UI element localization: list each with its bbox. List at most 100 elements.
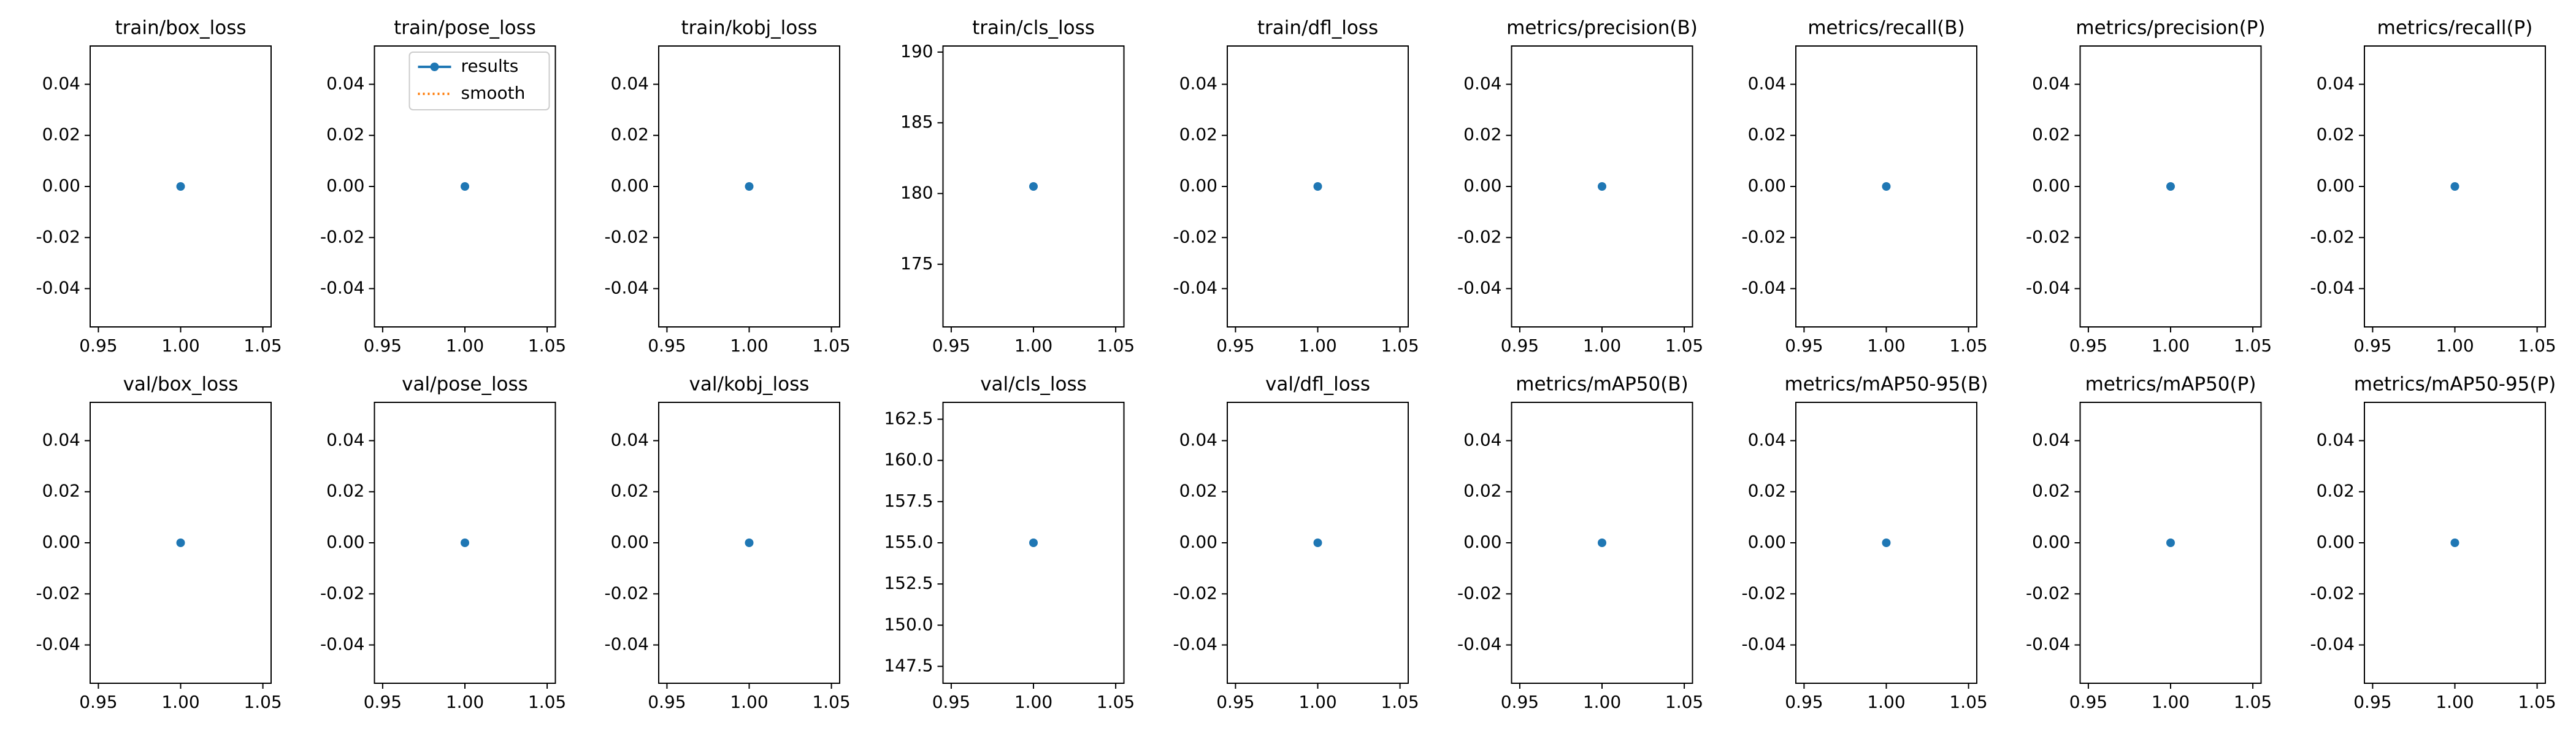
y-tick-label: -0.02 <box>1742 226 1786 247</box>
y-tick-label: 190 <box>900 41 933 61</box>
data-point <box>1029 182 1038 191</box>
y-tick-label: -0.04 <box>2026 278 2070 298</box>
x-tick-label: 0.95 <box>1501 335 1539 356</box>
axes-frame <box>1227 45 1409 328</box>
data-point <box>1313 539 1322 547</box>
y-tick-label: -0.04 <box>1742 278 1786 298</box>
axes-frame <box>2079 45 2262 328</box>
axes-frame <box>1511 45 1693 328</box>
y-tick-label: -0.04 <box>1457 634 1501 654</box>
subplot-title: metrics/mAP50-95(B) <box>1784 374 1988 396</box>
y-tick-label: 0.02 <box>611 481 649 501</box>
subplot: metrics/mAP50-95(P) -0.04 -0.02 0.00 0.02 0.0… <box>2310 374 2556 713</box>
subplot-title: val/dfl_loss <box>1265 374 1370 396</box>
y-tick-label: 0.04 <box>1748 73 1786 93</box>
y-tick-label: 0.04 <box>326 73 364 93</box>
y-tick-label: 152.5 <box>884 573 933 593</box>
subplot-title: train/dfl_loss <box>1257 17 1378 39</box>
x-tick-label: 1.05 <box>1097 692 1135 712</box>
x-tick-label: 0.95 <box>2069 692 2107 712</box>
x-tick-label: 1.00 <box>1298 335 1336 356</box>
y-tick-label: 0.04 <box>2032 73 2070 93</box>
y-tick-label: -0.02 <box>2026 226 2070 247</box>
x-tick-label: 1.05 <box>1665 335 1703 356</box>
x-tick-label: 1.00 <box>1014 692 1052 712</box>
x-tick-label: 1.05 <box>243 692 282 712</box>
x-tick-label: 1.00 <box>1583 335 1621 356</box>
y-tick-label: 0.00 <box>42 175 80 196</box>
subplot: metrics/mAP50-95(B) -0.04 -0.02 0.00 0.02 0.0… <box>1742 374 1988 713</box>
data-point <box>1029 539 1038 547</box>
y-tick-label: 0.04 <box>2317 73 2355 93</box>
subplot: metrics/recall(B) -0.04 -0.02 0.00 0.02 0.04 0… <box>1742 17 1988 356</box>
y-tick-label: 0.02 <box>2032 481 2070 501</box>
y-tick-label: -0.02 <box>1173 226 1217 247</box>
y-tick-label: 0.04 <box>611 429 649 450</box>
axes-frame <box>1227 402 1409 684</box>
x-tick-label: 0.95 <box>1785 692 1823 712</box>
y-tick-label: -0.04 <box>605 278 649 298</box>
x-tick-label: 0.95 <box>2353 692 2391 712</box>
subplot-title: metrics/mAP50-95(P) <box>2354 374 2556 396</box>
subplot-title: val/cls_loss <box>980 374 1087 396</box>
y-tick-label: 0.00 <box>1463 175 1501 196</box>
y-tick-label: 0.00 <box>1748 175 1786 196</box>
y-tick-label: -0.02 <box>2026 583 2070 603</box>
x-tick-label: 1.00 <box>1014 335 1052 356</box>
subplot: metrics/mAP50(P) -0.04 -0.02 0.00 0.02 0.04 0.… <box>2026 374 2272 713</box>
x-tick-label: 0.95 <box>648 335 686 356</box>
y-tick-label: 0.00 <box>1179 175 1217 196</box>
x-tick-label: 0.95 <box>648 692 686 712</box>
x-tick-label: 1.00 <box>1867 335 1905 356</box>
y-tick-label: 0.04 <box>1463 73 1501 93</box>
x-tick-label: 0.95 <box>364 692 402 712</box>
x-tick-label: 1.05 <box>243 335 282 356</box>
y-tick-label: 0.00 <box>611 175 649 196</box>
subplot-title: train/pose_loss <box>394 17 536 39</box>
y-tick-label: 0.00 <box>326 532 364 552</box>
data-point <box>176 182 185 191</box>
data-point <box>745 182 754 191</box>
data-point <box>1598 539 1606 547</box>
axes-frame <box>942 45 1125 328</box>
y-tick-label: -0.02 <box>2310 583 2355 603</box>
data-point <box>2450 539 2459 547</box>
y-tick-label: -0.02 <box>1742 583 1786 603</box>
y-tick-label: 0.00 <box>2032 532 2070 552</box>
axes-frame <box>374 45 556 328</box>
y-tick-label: 0.04 <box>1748 429 1786 450</box>
y-tick-label: 160.0 <box>884 450 933 470</box>
data-point <box>1598 182 1606 191</box>
subplot: val/box_loss -0.04 -0.02 0.00 0.02 0.04 0.95 1.… <box>36 374 282 713</box>
subplot-title: metrics/mAP50(P) <box>2085 374 2256 396</box>
subplot: metrics/mAP50(B) -0.04 -0.02 0.00 0.02 0.04 0.… <box>1457 374 1703 713</box>
y-tick-label: 150.0 <box>884 614 933 634</box>
y-tick-label: -0.04 <box>36 634 80 654</box>
x-tick-label: 0.95 <box>1785 335 1823 356</box>
y-tick-label: 0.02 <box>2317 481 2355 501</box>
x-tick-label: 0.95 <box>2069 335 2107 356</box>
y-tick-label: 0.02 <box>1748 481 1786 501</box>
subplot-title: metrics/mAP50(B) <box>1516 374 1688 396</box>
y-tick-label: 0.00 <box>611 532 649 552</box>
data-point <box>2450 182 2459 191</box>
y-tick-label: 0.04 <box>611 73 649 93</box>
y-tick-label: -0.02 <box>36 583 80 603</box>
y-tick-label: 155.0 <box>884 532 933 552</box>
x-tick-label: 0.95 <box>364 335 402 356</box>
axes-frame <box>2364 402 2546 684</box>
y-tick-label: -0.04 <box>605 634 649 654</box>
x-tick-label: 1.00 <box>2152 335 2190 356</box>
subplot-title: metrics/precision(P) <box>2076 17 2265 39</box>
y-tick-label: 0.00 <box>1179 532 1217 552</box>
x-tick-label: 1.00 <box>730 692 768 712</box>
axes-frame <box>90 402 272 684</box>
subplot: metrics/recall(P) -0.04 -0.02 0.00 0.02 0.04 0… <box>2310 17 2556 356</box>
y-tick-label: -0.02 <box>605 583 649 603</box>
legend-marker <box>430 63 439 71</box>
y-tick-label: 0.00 <box>2317 532 2355 552</box>
y-tick-label: 0.02 <box>42 125 80 145</box>
y-tick-label: -0.04 <box>320 634 364 654</box>
y-tick-label: 0.02 <box>1463 481 1501 501</box>
x-tick-label: 1.00 <box>446 692 484 712</box>
